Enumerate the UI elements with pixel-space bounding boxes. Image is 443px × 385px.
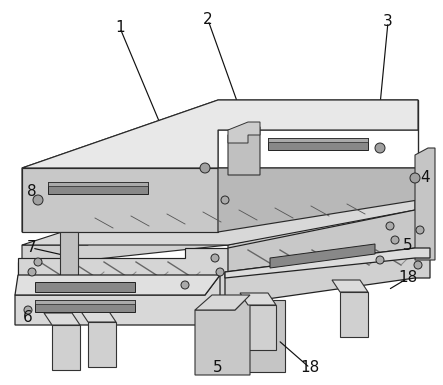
Polygon shape (52, 325, 80, 370)
Text: 5: 5 (213, 360, 223, 375)
Text: 5: 5 (403, 238, 413, 253)
Circle shape (375, 143, 385, 153)
Polygon shape (88, 182, 375, 240)
Polygon shape (88, 322, 116, 367)
Text: 18: 18 (300, 360, 320, 375)
Polygon shape (18, 248, 228, 290)
Circle shape (211, 254, 219, 262)
Circle shape (416, 226, 424, 234)
Polygon shape (48, 182, 148, 194)
Polygon shape (248, 300, 285, 372)
Circle shape (34, 258, 42, 266)
Polygon shape (15, 275, 220, 295)
Polygon shape (415, 148, 435, 260)
Circle shape (386, 222, 394, 230)
Polygon shape (195, 295, 250, 375)
Polygon shape (248, 305, 276, 350)
Text: 2: 2 (203, 12, 213, 27)
Polygon shape (195, 295, 250, 310)
Polygon shape (22, 178, 415, 245)
Text: 8: 8 (27, 184, 37, 199)
Polygon shape (370, 100, 418, 200)
Polygon shape (240, 293, 276, 305)
Polygon shape (15, 275, 220, 325)
Circle shape (28, 268, 36, 276)
Polygon shape (332, 280, 368, 292)
Circle shape (410, 173, 420, 183)
Circle shape (376, 256, 384, 264)
Circle shape (414, 261, 422, 269)
Text: 1: 1 (115, 20, 125, 35)
Polygon shape (35, 300, 135, 312)
Circle shape (216, 268, 224, 276)
Polygon shape (22, 100, 418, 168)
Polygon shape (48, 182, 148, 186)
Polygon shape (60, 232, 78, 290)
Text: 6: 6 (23, 310, 33, 325)
Polygon shape (35, 282, 135, 292)
Polygon shape (225, 248, 430, 278)
Polygon shape (225, 248, 430, 305)
Polygon shape (268, 138, 368, 150)
Polygon shape (228, 210, 425, 290)
Text: 18: 18 (398, 271, 418, 286)
Polygon shape (44, 313, 80, 325)
Circle shape (391, 236, 399, 244)
Polygon shape (270, 244, 375, 268)
Polygon shape (22, 100, 418, 232)
Polygon shape (340, 292, 368, 337)
Circle shape (181, 281, 189, 289)
Polygon shape (228, 122, 260, 143)
Polygon shape (35, 300, 135, 304)
Polygon shape (218, 168, 418, 232)
Text: 4: 4 (420, 171, 430, 186)
Polygon shape (228, 210, 415, 275)
Circle shape (200, 163, 210, 173)
Polygon shape (18, 248, 228, 295)
Polygon shape (72, 175, 388, 245)
Polygon shape (22, 168, 218, 232)
Circle shape (33, 195, 43, 205)
Polygon shape (80, 310, 116, 322)
Polygon shape (22, 178, 228, 275)
Text: 3: 3 (383, 15, 393, 30)
Circle shape (24, 306, 32, 314)
Text: 7: 7 (27, 241, 37, 256)
Polygon shape (228, 127, 260, 175)
Polygon shape (268, 138, 368, 142)
Circle shape (221, 196, 229, 204)
